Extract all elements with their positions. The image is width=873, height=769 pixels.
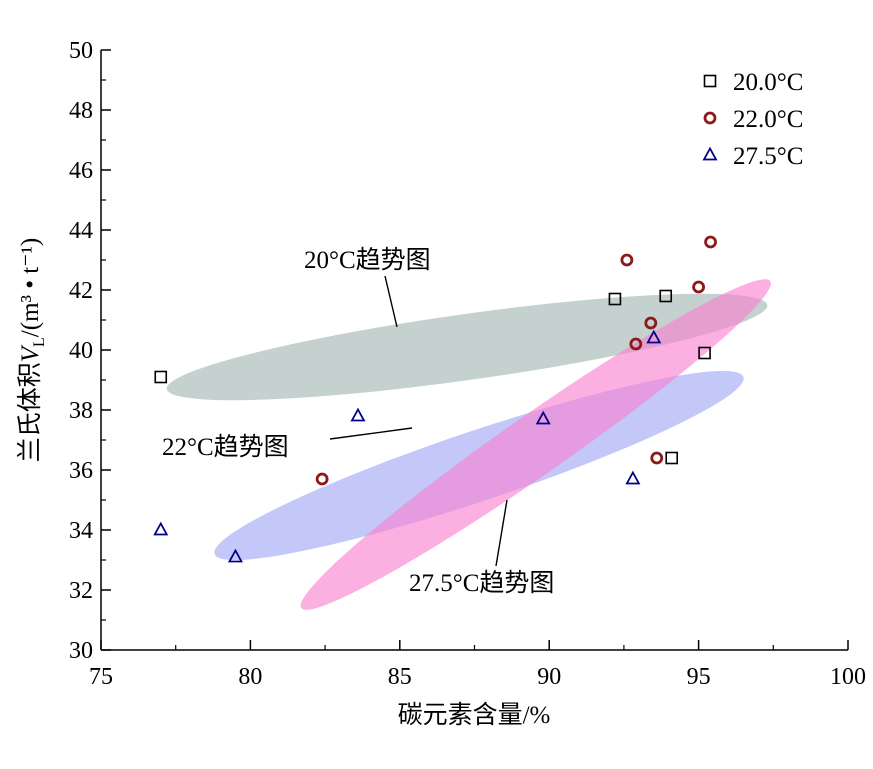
y-tick-label: 30 xyxy=(69,638,93,664)
legend-marker xyxy=(702,146,718,161)
legend-marker xyxy=(703,74,717,88)
data-point-triangle xyxy=(350,407,366,422)
axes: 75 80 85 90 95 100 30 32 34 36 38 40 42 44 46 48 50 xyxy=(69,38,866,690)
data-point-circle xyxy=(644,316,658,330)
legend-label: 27.5°C xyxy=(733,143,803,170)
y-tick-label: 44 xyxy=(69,218,93,244)
data-point-triangle xyxy=(625,470,641,485)
trend-region-2 xyxy=(300,279,771,610)
data-point-circle xyxy=(629,337,643,351)
data-point-circle xyxy=(650,451,664,465)
legend-label: 22.0°C xyxy=(733,106,803,133)
data-point-triangle xyxy=(535,410,551,425)
y-tick-label: 38 xyxy=(69,398,93,424)
y-tick-label: 42 xyxy=(69,278,93,304)
x-tick-label: 75 xyxy=(89,664,113,690)
legend-marker xyxy=(703,111,717,125)
data-point-triangle xyxy=(227,548,243,563)
x-tick-label: 100 xyxy=(830,664,866,690)
trend-region-0 xyxy=(166,293,768,401)
trend-label: 27.5°C趋势图 xyxy=(409,569,554,597)
legend: 20.0°C 22.0°C 27.5°C xyxy=(702,69,803,170)
x-tick-label: 95 xyxy=(687,664,711,690)
data-point-square xyxy=(154,370,168,384)
trend-regions xyxy=(166,279,771,610)
legend-label: 20.0°C xyxy=(733,69,803,96)
y-tick-label: 50 xyxy=(69,38,93,64)
y-tick-label: 34 xyxy=(69,518,93,544)
annotation-leader-line xyxy=(329,427,413,440)
y-tick-label: 46 xyxy=(69,158,93,184)
annotation-leader-line xyxy=(384,275,398,328)
data-point-circle xyxy=(692,280,705,294)
data-point-triangle xyxy=(646,329,662,344)
data-point-triangle xyxy=(153,521,169,536)
annotation-leader-line xyxy=(495,499,508,567)
data-points xyxy=(153,235,717,563)
data-point-square xyxy=(665,451,679,465)
x-tick-label: 90 xyxy=(537,664,561,690)
trend-label: 22°C趋势图 xyxy=(162,433,289,461)
y-tick-label: 48 xyxy=(69,98,93,124)
data-point-circle xyxy=(704,235,717,249)
y-tick-label: 32 xyxy=(69,578,93,604)
y-tick-label: 40 xyxy=(69,338,93,364)
x-axis-title: 碳元素含量/% xyxy=(398,701,551,729)
data-point-square xyxy=(608,292,622,306)
data-point-circle xyxy=(315,472,329,486)
y-axis-title: 兰氏体积VL/(m³ • t⁻¹) xyxy=(16,238,48,463)
x-tick-label: 80 xyxy=(238,664,262,690)
data-point-square xyxy=(698,346,711,360)
y-tick-label: 36 xyxy=(69,458,93,484)
trend-label: 20°C趋势图 xyxy=(304,246,431,274)
data-point-circle xyxy=(620,253,634,267)
data-point-square xyxy=(659,289,673,303)
x-tick-label: 85 xyxy=(388,664,412,690)
annotations: 20°C趋势图 22°C趋势图 27.5°C趋势图 xyxy=(162,246,554,597)
